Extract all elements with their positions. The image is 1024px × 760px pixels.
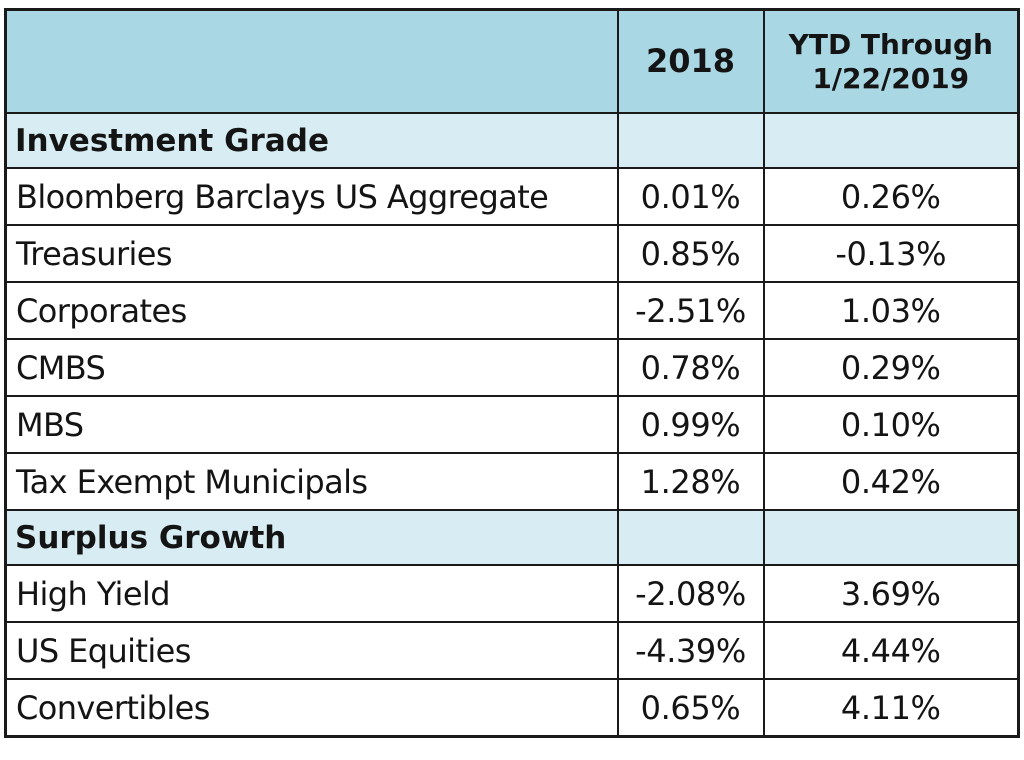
section-blank-cell [762,112,1020,169]
section-label: Surplus Growth [4,509,619,566]
table-row: MBS 0.99% 0.10% [4,395,1020,454]
header-ytd-cell: YTD Through 1/22/2019 [762,8,1020,114]
row-value-2018: 1.28% [616,452,765,511]
row-label: Convertibles [4,678,619,738]
row-value-2018: -2.51% [616,281,765,340]
row-value-ytd: 0.29% [762,338,1020,397]
row-label: MBS [4,395,619,454]
section-row-investment-grade: Investment Grade [4,112,1020,169]
table-row: Bloomberg Barclays US Aggregate 0.01% 0.… [4,167,1020,226]
row-label: High Yield [4,564,619,623]
row-value-2018: -4.39% [616,621,765,680]
table-row: Treasuries 0.85% -0.13% [4,224,1020,283]
row-value-ytd: 0.42% [762,452,1020,511]
row-label: Bloomberg Barclays US Aggregate [4,167,619,226]
header-ytd-line2: 1/22/2019 [812,61,970,95]
row-value-2018: -2.08% [616,564,765,623]
row-value-2018: 0.65% [616,678,765,738]
row-value-ytd: 4.44% [762,621,1020,680]
row-value-ytd: -0.13% [762,224,1020,283]
section-row-surplus-growth: Surplus Growth [4,509,1020,566]
table-row: Tax Exempt Municipals 1.28% 0.42% [4,452,1020,511]
row-label: CMBS [4,338,619,397]
row-value-ytd: 0.26% [762,167,1020,226]
header-2018-cell: 2018 [616,8,765,114]
table-row: Convertibles 0.65% 4.11% [4,678,1020,738]
row-value-ytd: 3.69% [762,564,1020,623]
row-value-ytd: 4.11% [762,678,1020,738]
row-label: US Equities [4,621,619,680]
row-value-2018: 0.01% [616,167,765,226]
row-value-2018: 0.99% [616,395,765,454]
returns-table: 2018 YTD Through 1/22/2019 Investment Gr… [4,8,1020,738]
header-ytd-line1: YTD Through [788,27,993,61]
row-value-ytd: 1.03% [762,281,1020,340]
row-label: Treasuries [4,224,619,283]
row-label: Tax Exempt Municipals [4,452,619,511]
table-row: Corporates -2.51% 1.03% [4,281,1020,340]
table-row: High Yield -2.08% 3.69% [4,564,1020,623]
header-label-cell [4,8,619,114]
table-row: US Equities -4.39% 4.44% [4,621,1020,680]
table-header-row: 2018 YTD Through 1/22/2019 [4,8,1020,114]
row-value-2018: 0.85% [616,224,765,283]
returns-table-container: 2018 YTD Through 1/22/2019 Investment Gr… [4,8,1020,738]
section-blank-cell [616,112,765,169]
section-blank-cell [616,509,765,566]
table-row: CMBS 0.78% 0.29% [4,338,1020,397]
row-label: Corporates [4,281,619,340]
row-value-2018: 0.78% [616,338,765,397]
row-value-ytd: 0.10% [762,395,1020,454]
section-blank-cell [762,509,1020,566]
section-label: Investment Grade [4,112,619,169]
